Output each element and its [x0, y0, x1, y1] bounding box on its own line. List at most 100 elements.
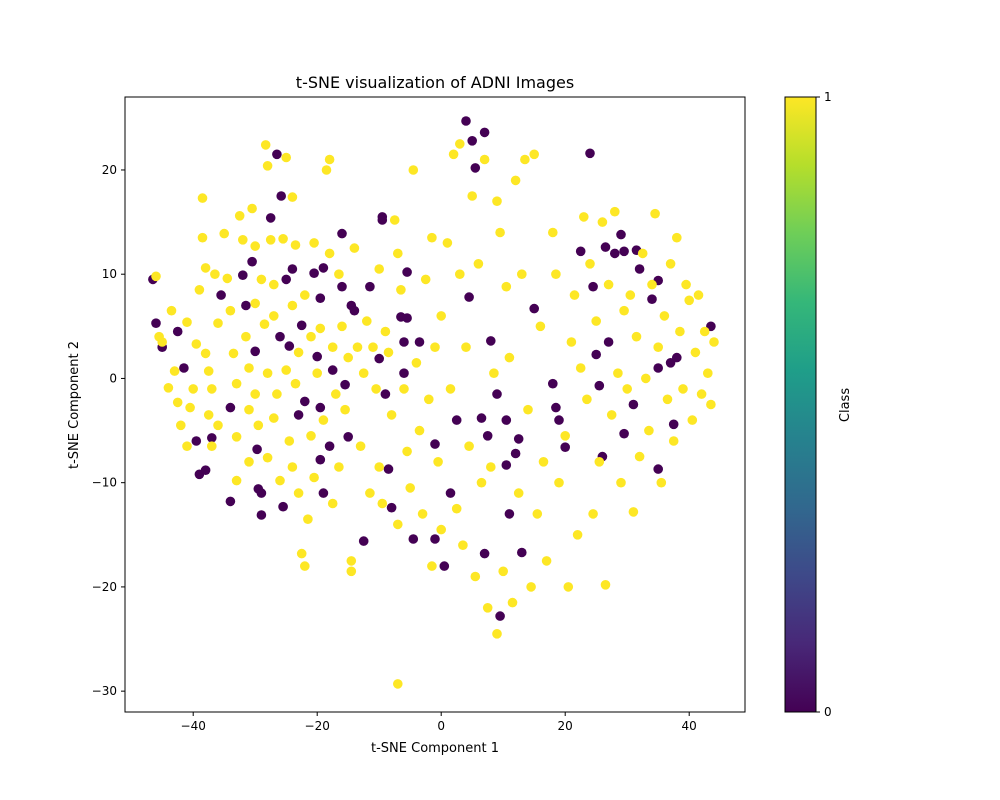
- data-point-class-0: [616, 229, 626, 240]
- data-point-class-1: [644, 425, 654, 436]
- data-point-class-0: [380, 389, 391, 399]
- data-point-class-1: [594, 457, 605, 467]
- data-point-class-0: [250, 346, 260, 357]
- data-point-class-1: [194, 285, 205, 295]
- data-point-class-1: [300, 561, 310, 571]
- data-point-class-0: [349, 305, 360, 316]
- data-point-class-0: [278, 501, 288, 512]
- data-point-class-1: [200, 263, 211, 273]
- data-point-class-0: [513, 434, 524, 444]
- data-point-class-1: [619, 305, 629, 316]
- data-point-class-0: [414, 337, 425, 347]
- data-point-class-0: [281, 274, 292, 285]
- data-point-class-0: [479, 127, 490, 138]
- data-point-class-1: [566, 337, 577, 347]
- data-point-class-0: [467, 136, 478, 146]
- data-point-class-1: [346, 566, 357, 577]
- data-point-class-1: [380, 326, 391, 337]
- data-point-class-0: [191, 436, 202, 446]
- data-point-class-1: [300, 290, 310, 300]
- data-point-class-1: [327, 498, 338, 509]
- data-point-class-1: [250, 241, 260, 251]
- data-point-class-0: [276, 191, 287, 201]
- data-point-class-1: [269, 279, 279, 290]
- data-point-class-1: [389, 215, 400, 225]
- data-point-class-0: [318, 488, 329, 498]
- data-point-class-0: [672, 352, 682, 363]
- data-point-class-0: [628, 399, 639, 410]
- data-point-class-1: [238, 235, 248, 245]
- data-point-class-0: [461, 116, 471, 126]
- data-point-class-1: [362, 316, 372, 326]
- data-point-class-0: [594, 380, 605, 391]
- colorbar-tick-label: 1: [824, 90, 832, 104]
- data-point-class-1: [597, 217, 608, 227]
- data-point-class-0: [588, 281, 598, 292]
- data-point-class-0: [600, 242, 611, 252]
- data-point-class-1: [241, 331, 251, 342]
- data-point-class-1: [309, 472, 319, 483]
- x-tick-label: 40: [682, 719, 697, 733]
- data-point-class-1: [393, 519, 403, 530]
- y-tick-label: −20: [92, 580, 117, 594]
- x-tick-label: −40: [181, 719, 206, 733]
- data-point-class-0: [479, 548, 490, 559]
- data-point-class-1: [231, 432, 242, 442]
- data-point-class-0: [610, 248, 620, 259]
- data-point-class-1: [393, 679, 403, 689]
- data-point-class-1: [693, 290, 704, 300]
- data-point-class-0: [653, 464, 663, 474]
- data-point-class-0: [200, 465, 211, 476]
- data-point-class-0: [252, 444, 262, 455]
- data-point-class-1: [247, 203, 257, 214]
- data-point-class-0: [653, 363, 663, 373]
- data-point-class-0: [560, 442, 570, 453]
- data-point-class-1: [665, 259, 676, 269]
- data-point-class-1: [374, 264, 385, 274]
- data-point-class-1: [182, 317, 192, 328]
- x-axis-label: t-SNE Component 1: [371, 741, 499, 756]
- data-point-class-1: [653, 342, 663, 353]
- data-point-class-1: [501, 281, 512, 292]
- data-point-class-0: [179, 363, 189, 373]
- data-point-class-1: [225, 305, 236, 316]
- data-point-class-1: [554, 477, 564, 488]
- data-point-class-0: [517, 547, 527, 558]
- data-point-class-1: [625, 290, 636, 300]
- data-point-class-1: [541, 556, 552, 566]
- data-point-class-1: [662, 394, 673, 405]
- data-point-class-0: [603, 337, 614, 347]
- data-point-class-1: [656, 477, 667, 488]
- data-point-class-0: [374, 353, 385, 364]
- x-tick-label: 0: [437, 719, 445, 733]
- data-point-class-1: [293, 488, 304, 498]
- data-point-class-1: [588, 509, 598, 519]
- data-point-class-1: [219, 228, 229, 239]
- data-point-class-1: [244, 457, 254, 467]
- data-point-class-1: [163, 383, 174, 393]
- scatter-points: [148, 116, 719, 689]
- data-point-class-1: [377, 498, 388, 509]
- data-point-class-1: [290, 378, 301, 389]
- y-tick-label: −10: [92, 476, 117, 490]
- x-tick-label: −20: [305, 719, 330, 733]
- data-point-class-1: [244, 404, 254, 415]
- y-axis-ticks: −30 −20 −10 0 10 20: [92, 163, 125, 698]
- data-point-class-0: [309, 268, 319, 279]
- data-point-class-0: [548, 378, 558, 389]
- data-point-class-0: [399, 368, 409, 379]
- data-point-class-1: [610, 206, 620, 217]
- data-point-class-1: [486, 462, 496, 472]
- axes-frame: [124, 96, 746, 713]
- data-point-class-0: [238, 270, 248, 281]
- data-point-class-1: [324, 248, 335, 259]
- data-point-class-1: [262, 368, 273, 379]
- data-point-class-0: [408, 534, 419, 544]
- data-point-class-0: [619, 428, 629, 439]
- data-point-class-1: [628, 507, 639, 517]
- data-point-class-1: [613, 368, 623, 379]
- data-point-class-0: [358, 536, 369, 546]
- data-point-class-0: [327, 365, 338, 375]
- data-point-class-1: [684, 295, 694, 306]
- data-point-class-1: [492, 629, 502, 639]
